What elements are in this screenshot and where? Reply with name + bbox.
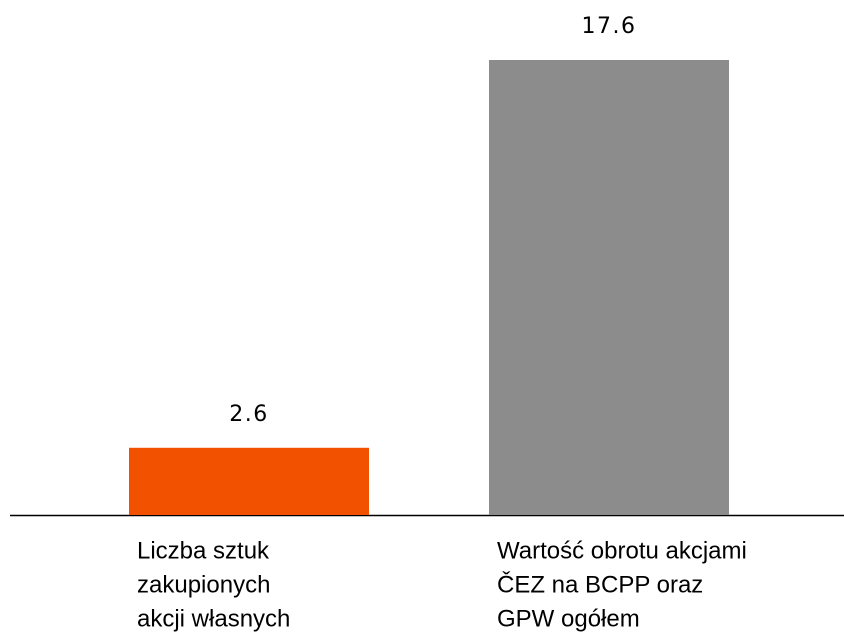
category-label: akcji własnych (137, 605, 290, 632)
category-label: GPW ogółem (497, 605, 640, 632)
bar (489, 60, 729, 515)
category-label: zakupionych (137, 571, 270, 598)
bar (129, 447, 369, 515)
category-label: ČEZ na BCPP oraz (497, 570, 703, 598)
value-label: 2.6 (229, 402, 269, 427)
category-label: Wartość obrotu akcjami (497, 537, 747, 564)
value-label: 17.6 (582, 14, 637, 39)
category-label: Liczba sztuk (137, 537, 270, 564)
